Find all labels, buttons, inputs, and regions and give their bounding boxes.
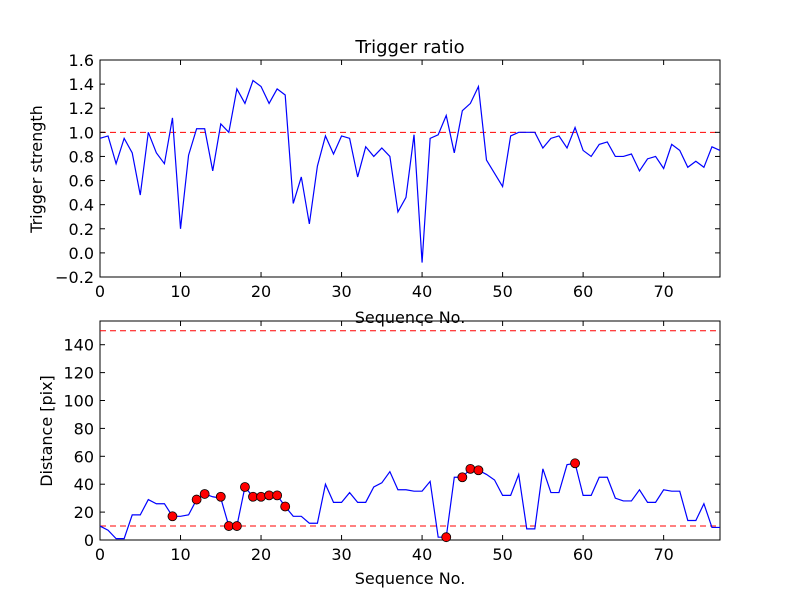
x-tick-label: 0 (95, 545, 105, 564)
trigger-ratio-panel: Trigger ratio 0 10 20 30 40 50 60 70 −0.2 0.0 0.2… (27, 37, 721, 327)
y-tick-label: 20 (74, 503, 94, 522)
x-axis-ticks: 0 10 20 30 40 50 60 70 (95, 321, 674, 564)
y-tick-label: 0.4 (69, 196, 94, 215)
y-tick-label: 1.4 (69, 75, 94, 94)
plot-frame (99, 59, 721, 278)
marker-point (465, 463, 476, 474)
marker-point (441, 532, 452, 543)
x-tick-label: 50 (492, 282, 512, 301)
marker-point (570, 458, 580, 469)
x-tick-label: 0 (95, 282, 105, 301)
y-tick-label: 0.6 (69, 172, 94, 191)
x-tick-label: 20 (251, 282, 271, 301)
marker-point (191, 494, 202, 505)
marker-point (215, 491, 226, 502)
marker-point (280, 501, 291, 512)
x-tick-label: 60 (573, 545, 593, 564)
distance-panel: 0 10 20 30 40 50 60 70 0 20 40 60 80 100 120 140 Seque… (37, 320, 721, 588)
y-tick-label: 0.2 (69, 220, 94, 239)
x-tick-label: 60 (573, 282, 593, 301)
series-line (99, 79, 721, 263)
x-axis-label: Sequence No. (355, 569, 466, 588)
y-tick-label: 0 (84, 531, 94, 550)
y-axis-ticks: −0.2 0.0 0.2 0.4 0.6 0.8 1.0 1.2 1.4 1.6 (55, 51, 720, 287)
reference-lines (100, 330, 720, 527)
marker-point (272, 490, 283, 501)
y-tick-label: 1.2 (69, 99, 94, 118)
y-tick-label: 0.8 (69, 147, 94, 166)
marker-point (231, 521, 242, 531)
marker-point (240, 482, 250, 492)
y-tick-label: 1.0 (69, 123, 94, 142)
y-tick-label: 140 (63, 336, 94, 355)
series-layer (99, 458, 720, 543)
chart-title: Trigger ratio (354, 37, 464, 58)
x-tick-label: 10 (170, 545, 190, 564)
marker-point (248, 491, 258, 502)
x-tick-label: 30 (331, 282, 351, 301)
y-axis-ticks: 0 20 40 60 80 100 120 140 (63, 336, 720, 550)
marker-point (457, 472, 468, 483)
y-tick-label: −0.2 (55, 268, 94, 287)
y-tick-label: 100 (63, 392, 94, 411)
y-tick-label: 120 (63, 364, 94, 383)
y-tick-label: 0.0 (69, 244, 94, 263)
y-axis-label: Trigger strength (27, 105, 46, 234)
x-axis-label: Sequence No. (355, 308, 466, 327)
x-tick-label: 40 (412, 282, 432, 301)
x-tick-label: 50 (492, 545, 512, 564)
y-tick-label: 1.6 (69, 51, 94, 70)
x-tick-label: 40 (412, 545, 432, 564)
marker-point (256, 491, 266, 502)
marker-point (223, 521, 234, 531)
x-tick-label: 10 (170, 282, 190, 301)
y-axis-label: Distance [pix] (37, 375, 56, 487)
series-layer (99, 79, 721, 263)
x-tick-label: 30 (331, 545, 351, 564)
y-tick-label: 40 (74, 475, 94, 494)
y-tick-label: 80 (74, 419, 94, 438)
marker-point (264, 490, 274, 501)
y-tick-label: 60 (74, 447, 94, 466)
marker-point (199, 489, 210, 499)
x-tick-label: 20 (251, 545, 271, 564)
x-axis-ticks: 0 10 20 30 40 50 60 70 (95, 60, 674, 301)
x-tick-label: 70 (653, 282, 673, 301)
marker-point (167, 511, 178, 522)
plot-frame (99, 320, 721, 541)
x-tick-label: 70 (653, 545, 673, 564)
marker-point (473, 465, 484, 476)
